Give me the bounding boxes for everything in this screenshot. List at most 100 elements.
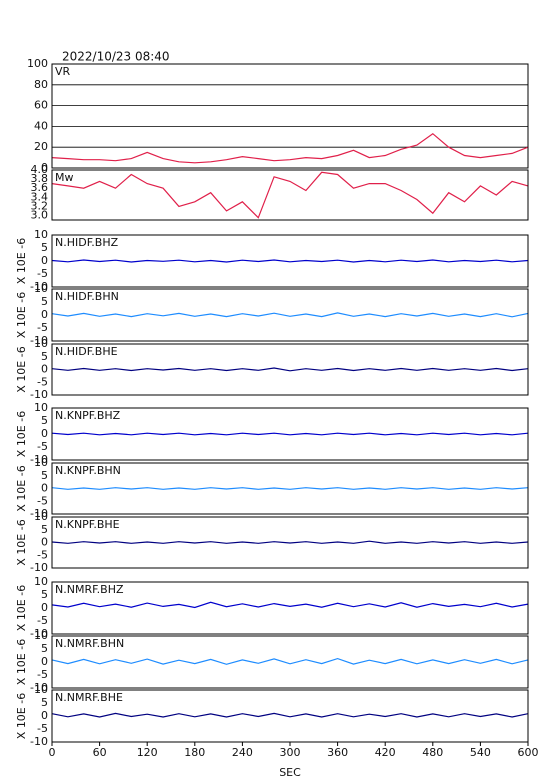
chart-title: 2022/10/23 08:40 [62,50,170,64]
y-axis-label: X 10E -6 [15,346,28,392]
y-tick-label: 100 [27,57,48,70]
x-tick-label: 420 [375,746,396,759]
y-tick-label: 5 [41,469,48,482]
y-tick-label: 3.8 [31,172,49,185]
y-tick-label: 0 [41,308,48,321]
y-axis-label: X 10E -6 [15,238,28,284]
y-tick-label: -10 [30,735,48,748]
data-line [51,432,529,436]
y-tick-label: 3.2 [31,199,49,212]
panel-label: Mw [55,171,74,184]
y-tick-label: 5 [41,642,48,655]
y-tick-label: 5 [41,588,48,601]
y-tick-label: 5 [41,523,48,536]
data-line [51,540,529,544]
y-tick-label: 5 [41,241,48,254]
x-tick-label: 540 [470,746,491,759]
panel-frame [51,407,529,461]
panel-frame [51,516,529,569]
y-tick-label: -10 [30,561,48,574]
y-tick-label: -5 [37,614,48,627]
data-line [51,712,529,718]
y-axis-label: X 10E -6 [15,465,28,511]
y-axis-label: X 10E -6 [15,292,28,338]
y-tick-label: 10 [34,228,48,241]
panel-label: N.KNPF.BHZ [55,409,121,422]
x-tick-label: 480 [422,746,443,759]
data-line [51,132,529,164]
y-tick-label: -10 [30,453,48,466]
x-tick-label: 180 [184,746,205,759]
y-axis-label: X 10E -6 [15,693,28,739]
y-tick-label: -5 [37,548,48,561]
y-tick-label: 3.0 [31,208,49,221]
y-tick-label: 10 [34,337,48,350]
y-tick-label: 80 [34,78,48,91]
y-tick-label: 5 [41,350,48,363]
y-tick-label: 5 [41,696,48,709]
panel-label: N.KNPF.BHN [55,464,121,477]
panel-frame [51,343,529,396]
panel-frame [51,635,529,689]
y-tick-label: -5 [37,321,48,334]
panel-label: N.HIDF.BHZ [55,236,119,249]
y-tick-label: 0 [41,427,48,440]
y-tick-label: 40 [34,119,48,132]
y-axis-label: X 10E -6 [15,519,28,565]
y-tick-label: 0 [41,709,48,722]
y-tick-label: 10 [34,575,48,588]
panel-frame [51,462,529,515]
y-tick-label: 0 [41,482,48,495]
y-tick-label: -10 [30,681,48,694]
y-tick-label: 10 [34,401,48,414]
data-line [51,171,529,219]
x-axis-label: SEC [279,766,301,779]
y-tick-label: 5 [41,414,48,427]
y-tick-label: 4.0 [31,163,49,176]
x-tick-label: 300 [280,746,301,759]
x-tick-label: 60 [93,746,107,759]
data-line [51,312,529,318]
panel-label: N.NMRF.BHN [55,637,124,650]
panel-label: N.HIDF.BHN [55,290,119,303]
y-tick-label: -5 [37,440,48,453]
y-tick-label: 20 [34,140,48,153]
y-tick-label: 0 [41,254,48,267]
y-tick-label: 10 [34,456,48,469]
y-tick-label: 10 [34,629,48,642]
panel-label: VR [55,65,71,78]
panel-frame [51,288,529,342]
panel-frame [51,234,529,288]
y-tick-label: -10 [30,507,48,520]
x-tick-label: 0 [49,746,56,759]
y-tick-label: -5 [37,722,48,735]
y-tick-label: 60 [34,99,48,112]
y-tick-label: 0 [41,655,48,668]
data-line [51,601,529,609]
data-line [51,367,529,372]
y-tick-label: -5 [37,494,48,507]
panel-frame [51,689,529,743]
y-tick-label: 0 [41,601,48,614]
y-tick-label: -5 [37,375,48,388]
y-tick-label: 0 [41,363,48,376]
data-line [51,487,529,490]
panel-frame [51,169,529,221]
panel-frame [51,581,529,635]
y-tick-label: -10 [30,280,48,293]
y-tick-label: 3.6 [31,181,49,194]
data-line [51,259,529,263]
x-tick-label: 240 [232,746,253,759]
y-tick-label: 0 [41,536,48,549]
y-tick-label: 5 [41,295,48,308]
y-tick-label: 0 [41,161,48,174]
y-axis-label: X 10E -6 [15,585,28,631]
panel-label: N.HIDF.BHE [55,345,118,358]
panel-label: N.KNPF.BHE [55,518,120,531]
x-tick-label: 600 [518,746,539,759]
panel-label: N.NMRF.BHE [55,691,123,704]
panel-frame [51,63,529,169]
y-tick-label: 10 [34,510,48,523]
y-axis-label: X 10E -6 [15,639,28,685]
